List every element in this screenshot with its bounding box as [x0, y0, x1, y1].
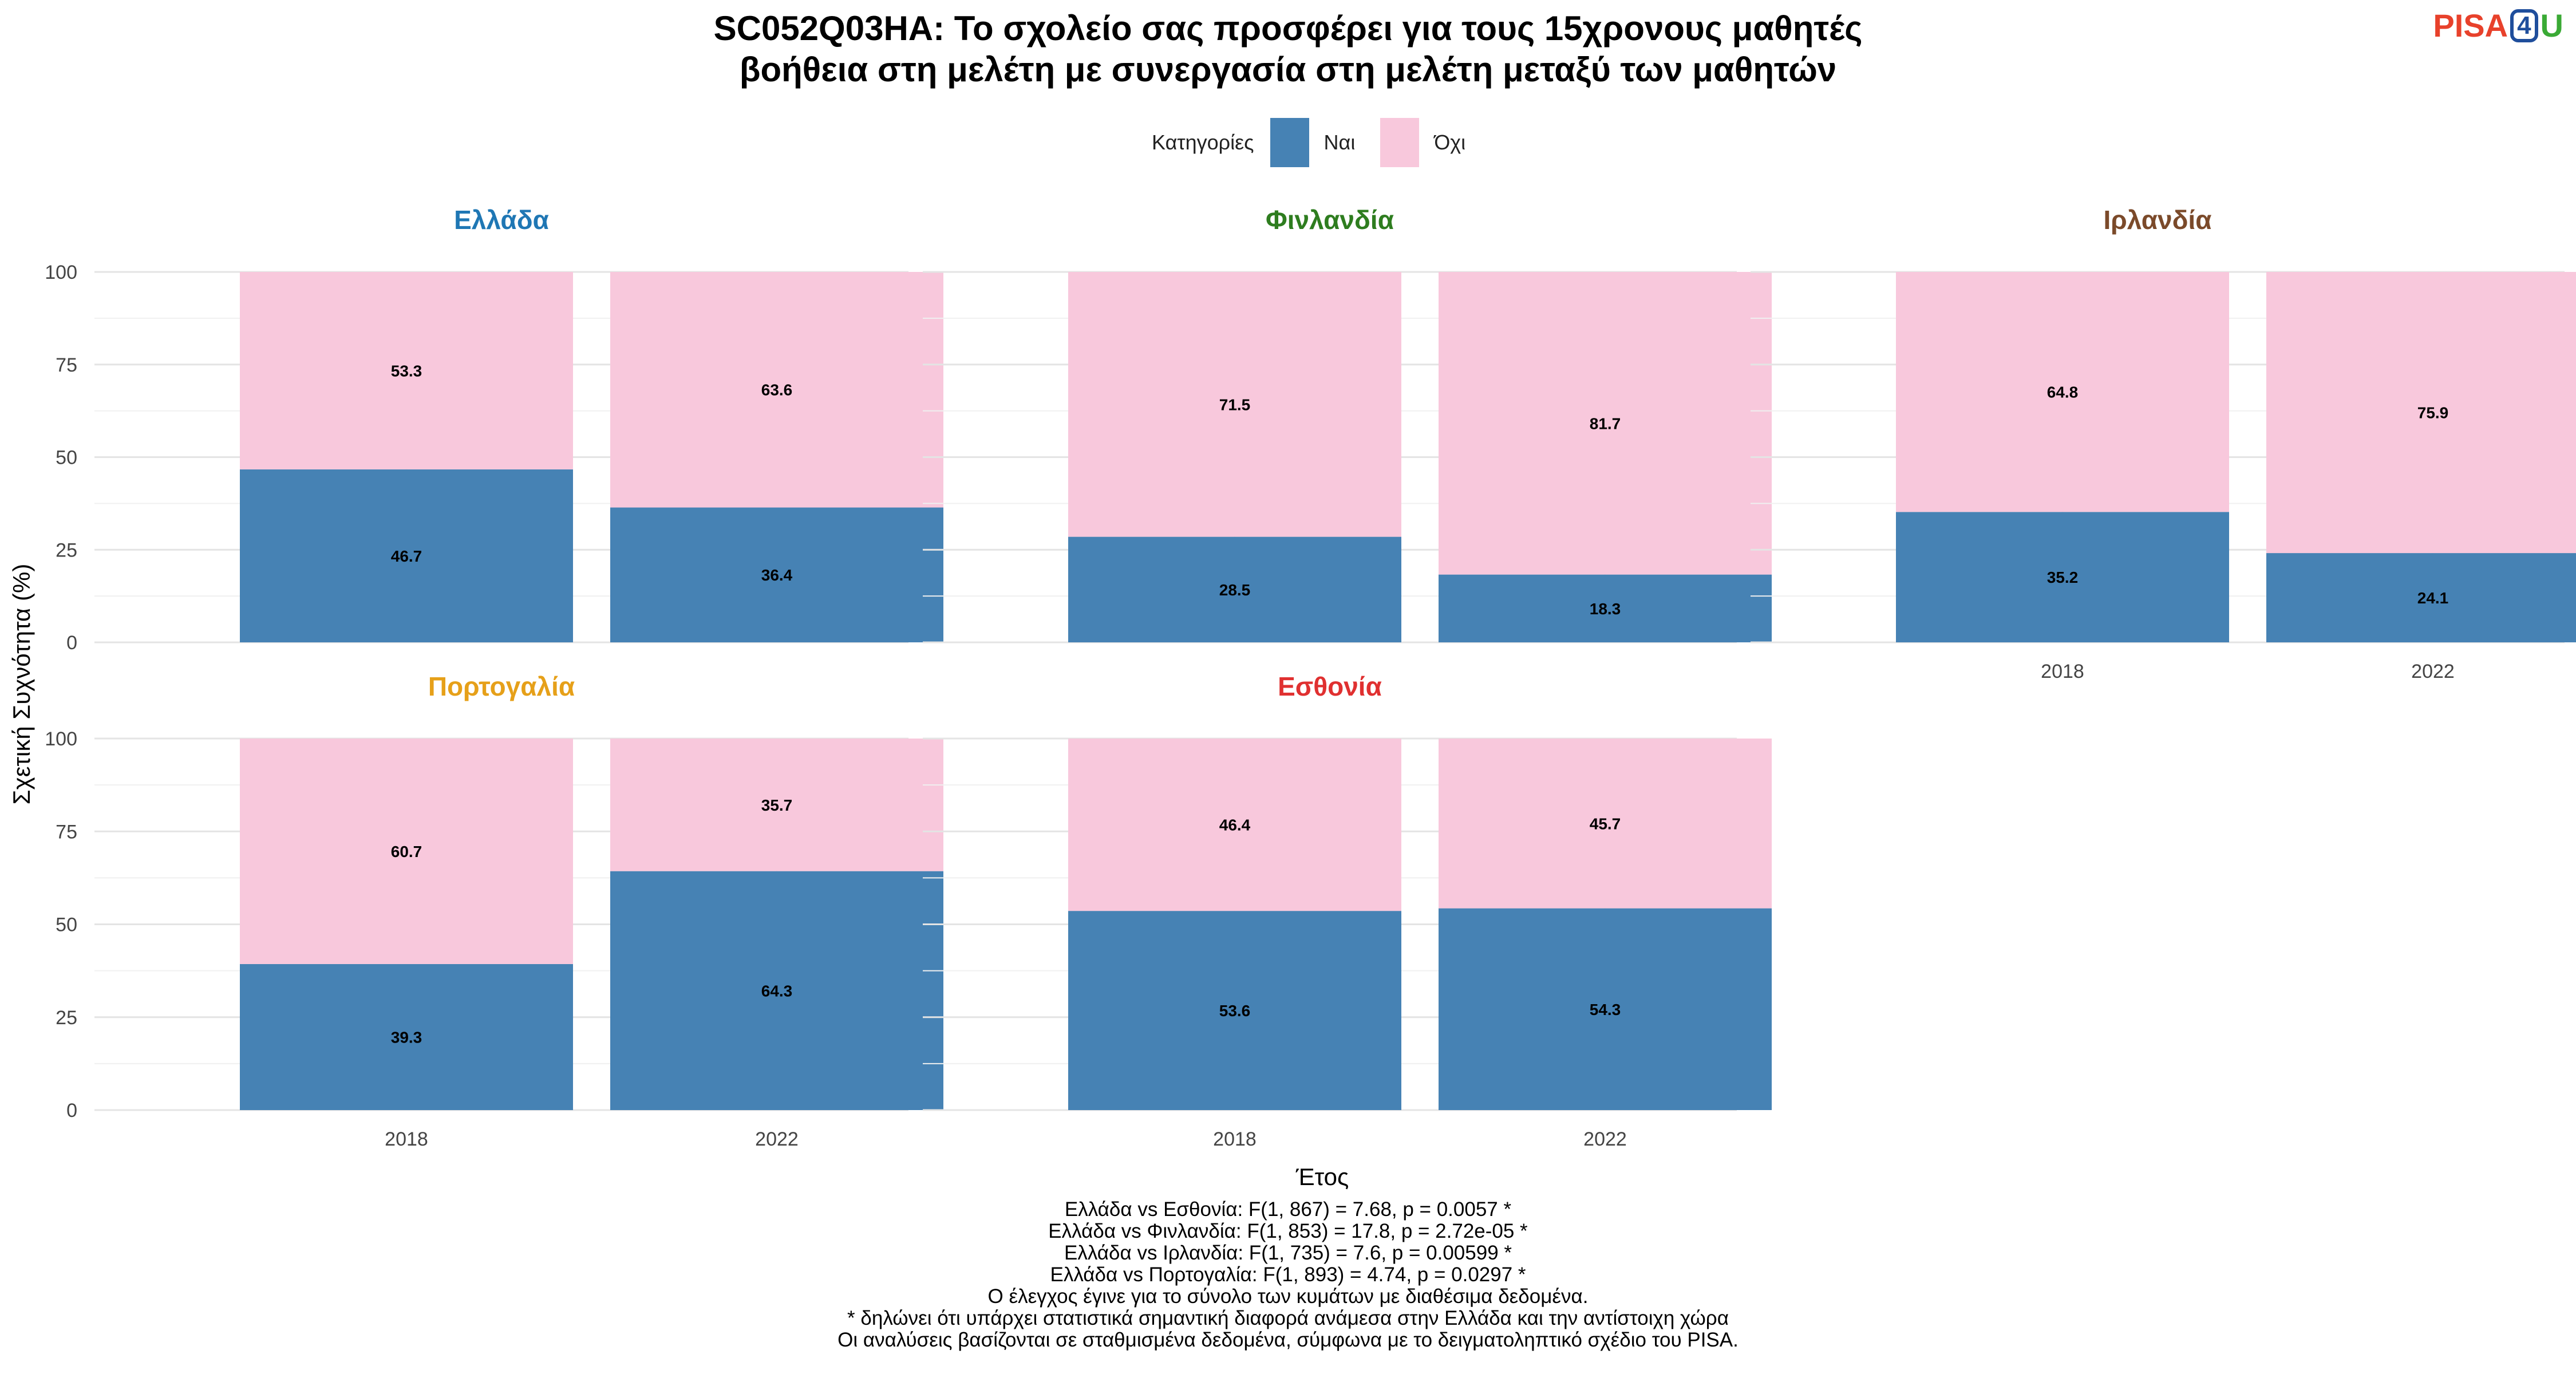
legend-label-oxi: Όχι	[1434, 131, 1466, 154]
bar-oxi-2022	[1439, 739, 1772, 909]
logo-part-4: 4	[2510, 9, 2538, 42]
x-tick-label: 2022	[755, 1128, 799, 1150]
footnote-line: * δηλώνει ότι υπάρχει στατιστικά σημαντι…	[847, 1307, 1729, 1329]
x-axis-title: Έτος	[1295, 1163, 1349, 1190]
data-label-oxi: 45.7	[1590, 815, 1621, 832]
x-tick-label: 2018	[385, 1128, 428, 1150]
chart-title-line-2: βοήθεια στη μελέτη με συνεργασία στη μελ…	[739, 50, 1837, 89]
data-label-nai: 35.2	[2047, 568, 2079, 586]
bar-nai-2022	[2266, 553, 2576, 642]
footnote-line: Ελλάδα vs Εσθονία: F(1, 867) = 7.68, p =…	[1064, 1198, 1512, 1221]
bar-nai-2018	[240, 469, 573, 642]
legend-key-oxi	[1380, 118, 1420, 167]
y-tick-label: 75	[56, 354, 77, 376]
y-tick-label: 25	[56, 539, 77, 561]
panel-title-2: Φινλανδία	[1266, 205, 1394, 235]
pisa4u-logo: PISA 4 U	[2433, 7, 2563, 44]
bar-nai-2018	[1068, 536, 1401, 642]
legend-title: Κατηγορίες	[1152, 131, 1254, 154]
bar-nai-2018	[240, 964, 573, 1110]
data-label-oxi: 64.8	[2047, 384, 2079, 401]
data-label-oxi: 46.4	[1219, 816, 1251, 834]
legend-label-nai: Ναι	[1323, 131, 1356, 154]
footnote-line: Ελλάδα vs Πορτογαλία: F(1, 893) = 4.74, …	[1050, 1264, 1526, 1286]
data-label-oxi: 75.9	[2417, 404, 2449, 422]
y-tick-label: 25	[56, 1007, 77, 1029]
footnote-line: Ελλάδα vs Φινλανδία: F(1, 853) = 17.8, p…	[1048, 1220, 1528, 1242]
y-tick-label: 0	[66, 632, 77, 654]
bar-oxi-2018	[1068, 272, 1401, 537]
bar-nai-2018	[1068, 911, 1401, 1110]
bar-oxi-2018	[240, 272, 573, 469]
data-label-nai: 64.3	[761, 982, 793, 1000]
logo-part-u: U	[2540, 7, 2563, 44]
data-label-nai: 36.4	[761, 566, 793, 584]
x-tick-label: 2022	[2411, 661, 2455, 682]
bar-nai-2022	[1439, 908, 1772, 1110]
chart-title-line-1: SC052Q03HA: Το σχολείο σας προσφέρει για…	[713, 9, 1863, 48]
bar-nai-2022	[1439, 574, 1772, 642]
data-label-oxi: 35.7	[761, 796, 793, 814]
data-label-oxi: 60.7	[391, 843, 422, 860]
bar-oxi-2018	[1896, 272, 2229, 512]
data-label-nai: 53.6	[1219, 1002, 1251, 1020]
data-label-nai: 39.3	[391, 1028, 422, 1046]
legend-key-nai	[1270, 118, 1309, 167]
y-tick-label: 0	[66, 1100, 77, 1122]
footnote-line: Ελλάδα vs Ιρλανδία: F(1, 735) = 7.6, p =…	[1064, 1242, 1512, 1264]
bar-nai-2022	[610, 871, 943, 1110]
bar-oxi-2018	[240, 739, 573, 964]
footnote-line: Ο έλεγχος έγινε για το σύνολο των κυμάτω…	[987, 1285, 1589, 1308]
data-label-nai: 54.3	[1590, 1001, 1621, 1018]
data-label-oxi: 81.7	[1590, 414, 1621, 432]
data-label-nai: 46.7	[391, 547, 422, 565]
data-label-nai: 18.3	[1590, 600, 1621, 618]
y-axis-title: Σχετική Συχνότητα (%)	[8, 564, 35, 805]
panel-title-5: Εσθονία	[1278, 672, 1382, 701]
data-label-nai: 24.1	[2417, 589, 2449, 607]
data-label-oxi: 71.5	[1219, 396, 1251, 413]
y-tick-label: 50	[56, 914, 77, 936]
bar-oxi-2022	[610, 272, 943, 508]
panel-title-3: Ιρλανδία	[2103, 205, 2211, 235]
x-tick-label: 2018	[2041, 661, 2084, 682]
y-tick-label: 75	[56, 821, 77, 843]
logo-part-pisa: PISA	[2433, 7, 2508, 44]
y-tick-label: 100	[45, 262, 77, 283]
bar-oxi-2022	[2266, 272, 2576, 554]
legend: Κατηγορίες Ναι Όχι	[1152, 117, 1491, 168]
data-label-oxi: 63.6	[761, 381, 793, 399]
x-tick-label: 2022	[1583, 1128, 1627, 1150]
y-tick-label: 50	[56, 447, 77, 469]
bar-nai-2018	[1896, 512, 2229, 642]
bar-oxi-2022	[1439, 272, 1772, 575]
bar-nai-2022	[610, 507, 943, 642]
data-label-oxi: 53.3	[391, 362, 422, 380]
y-tick-label: 100	[45, 728, 77, 750]
panel-title-1: Ελλάδα	[454, 205, 549, 235]
panel-title-4: Πορτογαλία	[428, 672, 575, 701]
data-label-nai: 28.5	[1219, 581, 1251, 599]
bar-oxi-2022	[610, 739, 943, 871]
footnote-line: Οι αναλύσεις βασίζονται σε σταθμισμένα δ…	[837, 1329, 1739, 1351]
bar-oxi-2018	[1068, 739, 1401, 911]
x-tick-label: 2018	[1213, 1128, 1257, 1150]
